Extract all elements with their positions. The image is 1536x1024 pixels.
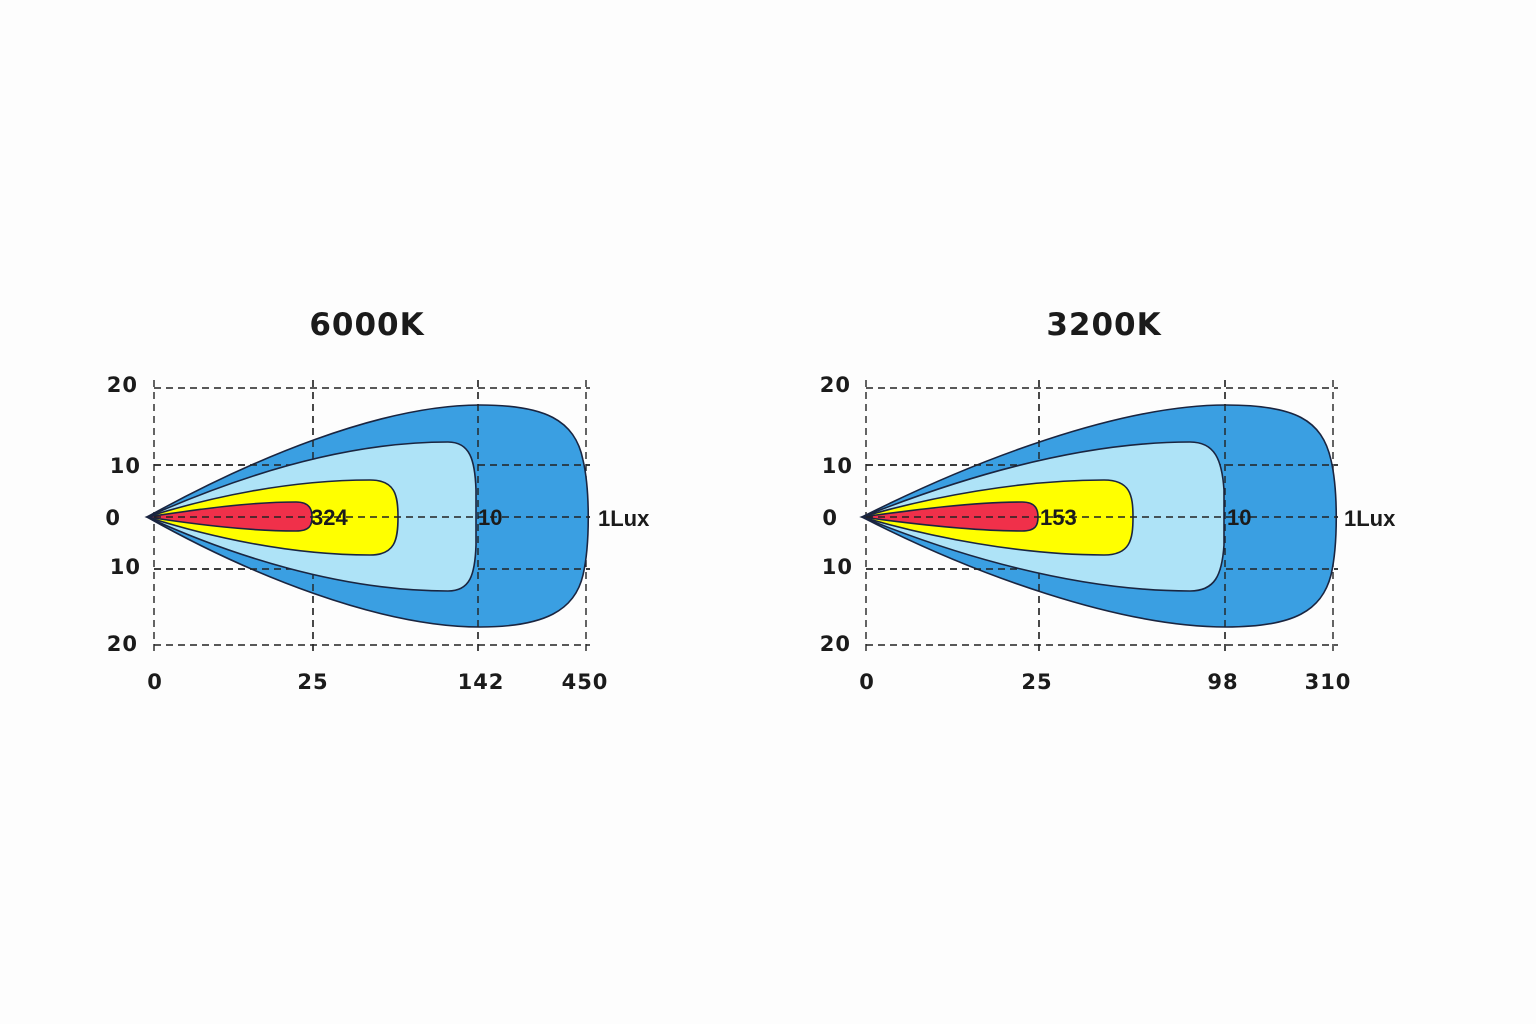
x-tick-label: 98 xyxy=(1207,670,1238,694)
x-tick-label: 25 xyxy=(1021,670,1052,694)
zone-label-1lux: 1Lux xyxy=(1344,506,1396,531)
chart-title: 6000K xyxy=(309,307,424,343)
y-tick-label: 20 xyxy=(820,373,851,397)
zone-labels: 324 10 1Lux xyxy=(311,505,650,531)
x-tick-label: 450 xyxy=(562,670,609,694)
x-tick-label: 142 xyxy=(458,670,505,694)
x-tick-label: 310 xyxy=(1305,670,1352,694)
y-tick-labels: 20 10 0 10 20 xyxy=(820,373,853,656)
y-tick-label: 0 xyxy=(105,506,121,530)
x-tick-labels: 0 25 142 450 xyxy=(147,670,609,694)
x-tick-label: 0 xyxy=(147,670,163,694)
x-tick-labels: 0 25 98 310 xyxy=(859,670,1352,694)
y-tick-label: 10 xyxy=(822,555,853,579)
chart-6000k: 6000K 324 10 1Lux xyxy=(105,307,650,694)
zone-label-peak: 324 xyxy=(311,505,348,530)
x-tick-label: 25 xyxy=(297,670,328,694)
x-tick-label: 0 xyxy=(859,670,875,694)
y-tick-label: 20 xyxy=(107,632,138,656)
y-tick-label: 10 xyxy=(110,454,141,478)
zone-label-10: 10 xyxy=(1227,505,1251,530)
y-tick-label: 10 xyxy=(822,454,853,478)
zone-label-10: 10 xyxy=(478,505,502,530)
zone-labels: 153 10 1Lux xyxy=(1040,505,1396,531)
y-tick-label: 20 xyxy=(820,632,851,656)
zone-label-1lux: 1Lux xyxy=(598,506,650,531)
zone-label-peak: 153 xyxy=(1040,505,1077,530)
y-tick-labels: 20 10 0 10 20 xyxy=(105,373,141,656)
y-tick-label: 10 xyxy=(110,555,141,579)
chart-3200k: 3200K 153 10 1Lux xyxy=(820,307,1396,694)
y-tick-label: 0 xyxy=(822,506,838,530)
chart-title: 3200K xyxy=(1046,307,1161,343)
y-tick-label: 20 xyxy=(107,373,138,397)
